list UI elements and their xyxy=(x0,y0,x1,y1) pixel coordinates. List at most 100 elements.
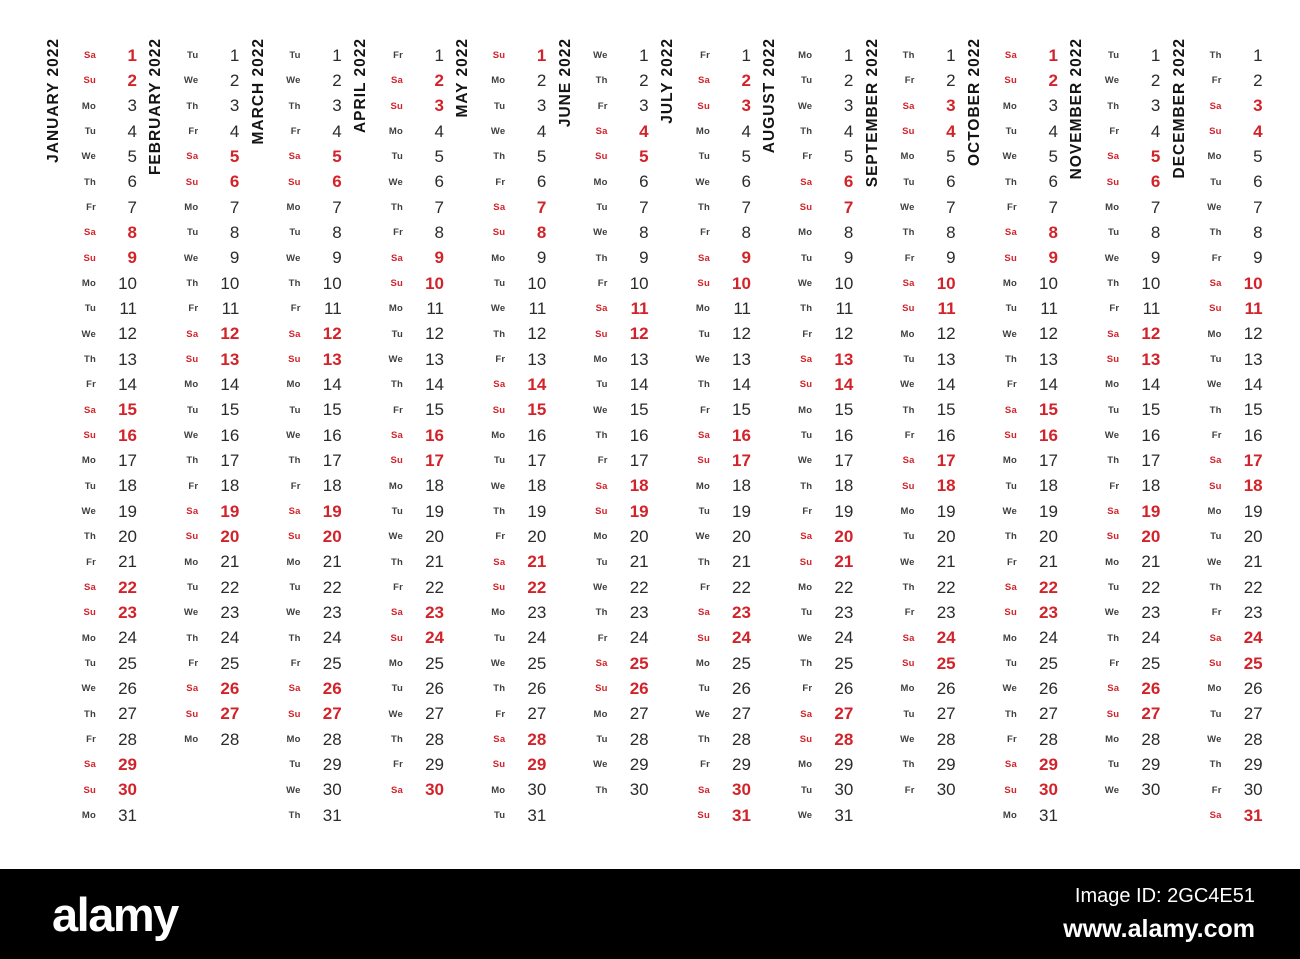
day-number: 10 xyxy=(118,273,137,293)
weekday-abbr: Th xyxy=(1004,176,1017,188)
weekday-abbr: Su xyxy=(902,126,915,138)
weekday-abbr: We xyxy=(1002,151,1017,163)
weekday-abbr: Th xyxy=(186,100,199,112)
day-number: 30 xyxy=(118,780,137,800)
weekday-abbr: Th xyxy=(1209,404,1222,416)
day-number: 8 xyxy=(1048,222,1058,242)
day-row: Th 27 xyxy=(66,702,148,727)
day-number: 13 xyxy=(527,349,547,369)
weekday-abbr: Fr xyxy=(290,303,301,315)
alamy-watermark-bar: alamy Image ID: 2GC4E51 www.alamy.com xyxy=(0,869,1300,959)
weekday-abbr: Fr xyxy=(393,50,403,62)
weekday-abbr: Mo xyxy=(388,126,403,138)
month-column-november: NOVEMBER 2022 Tu 1 We 2 Th 3 Fr 4 Sa 5 Su 6 Mo 7 Tu 8 We 9… xyxy=(1068,38,1171,828)
day-number: 16 xyxy=(629,425,649,445)
day-row: Sa 12 xyxy=(168,322,250,347)
weekday-abbr: Su xyxy=(902,658,915,670)
day-row: Sa 5 xyxy=(168,144,250,169)
day-row: Fr 13 xyxy=(475,347,557,372)
day-row: Th 30 xyxy=(578,778,660,803)
weekday-abbr: Th xyxy=(800,126,813,138)
weekday-abbr: Su xyxy=(185,708,199,720)
weekday-abbr: Fr xyxy=(802,683,813,695)
day-number: 9 xyxy=(229,248,240,268)
weekday-abbr: Tu xyxy=(391,151,403,163)
day-row: Tu 1 xyxy=(168,43,250,68)
day-number: 11 xyxy=(324,298,342,318)
day-number: 15 xyxy=(732,400,751,420)
day-number: 25 xyxy=(834,653,854,673)
weekday-abbr: Th xyxy=(595,784,608,796)
weekday-abbr: We xyxy=(1207,556,1222,568)
day-row: We 16 xyxy=(168,423,250,448)
day-number: 19 xyxy=(220,501,240,521)
weekday-abbr: Fr xyxy=(1007,202,1017,214)
day-row: Th 15 xyxy=(1192,398,1274,423)
day-number: 25 xyxy=(936,653,956,673)
weekday-abbr: Th xyxy=(390,556,403,568)
day-row: Mo 21 xyxy=(271,550,353,575)
day-number: 24 xyxy=(732,628,751,648)
weekday-abbr: Fr xyxy=(495,176,506,188)
day-row: Sa 24 xyxy=(1192,626,1274,651)
day-number: 10 xyxy=(629,273,649,293)
day-number: 2 xyxy=(1253,70,1263,90)
weekday-abbr: Tu xyxy=(596,734,608,746)
day-number: 19 xyxy=(629,501,649,521)
day-row: Su 18 xyxy=(885,474,967,499)
day-number: 1 xyxy=(127,45,137,65)
day-number: 28 xyxy=(527,729,547,749)
day-number: 3 xyxy=(536,96,547,116)
day-row: Sa 21 xyxy=(475,550,557,575)
day-row: Su 3 xyxy=(680,94,762,119)
day-row: Fr 4 xyxy=(1089,119,1171,144)
day-number: 20 xyxy=(1243,526,1263,546)
weekday-abbr: Mo xyxy=(1207,151,1222,163)
day-row: Th 18 xyxy=(782,474,864,499)
day-number: 27 xyxy=(220,704,240,724)
day-number: 17 xyxy=(527,450,547,470)
day-number: 9 xyxy=(1150,248,1161,268)
weekday-abbr: Su xyxy=(185,354,199,366)
day-number: 1 xyxy=(639,45,649,65)
weekday-abbr: Su xyxy=(288,708,301,720)
weekday-abbr: Fr xyxy=(1211,607,1222,619)
weekday-abbr: Su xyxy=(697,810,710,821)
day-number: 30 xyxy=(1243,780,1263,800)
day-number: 6 xyxy=(1253,172,1263,192)
day-row: Tu 6 xyxy=(885,170,967,195)
month-column-december: DECEMBER 2022 Th 1 Fr 2 Sa 3 Su 4 Mo 5 Tu 6 We 7 Th 8 Fr 9… xyxy=(1171,38,1274,828)
day-row: Tu 2 xyxy=(782,68,864,93)
weekday-abbr: We xyxy=(797,100,813,112)
day-row: Tu 27 xyxy=(1192,702,1274,727)
day-number: 7 xyxy=(434,197,444,217)
days-list: Sa 1 Su 2 Mo 3 Tu 4 We 5 Th 6 Fr 7 Sa 8 Su 9 Mo 10 Tu 11 We 12 T… xyxy=(66,38,148,828)
day-number: 27 xyxy=(425,704,444,724)
weekday-abbr: Th xyxy=(493,328,506,340)
day-row: Sa 5 xyxy=(271,144,353,169)
day-row: Fr 1 xyxy=(680,43,762,68)
day-row: We 11 xyxy=(475,296,557,321)
day-row: Mo 7 xyxy=(168,195,250,220)
weekday-abbr: Su xyxy=(288,176,301,188)
weekday-abbr: Fr xyxy=(188,126,199,138)
weekday-abbr: Tu xyxy=(903,354,915,366)
day-number: 16 xyxy=(1141,425,1161,445)
weekday-abbr: Tu xyxy=(187,50,199,62)
weekday-abbr: We xyxy=(797,278,813,290)
day-number: 4 xyxy=(741,121,751,141)
day-number: 4 xyxy=(1253,121,1263,141)
day-number: 26 xyxy=(834,678,854,698)
day-row: Th 24 xyxy=(1089,626,1171,651)
day-row: Mo 12 xyxy=(885,322,967,347)
day-number: 7 xyxy=(536,197,547,217)
day-number: 18 xyxy=(118,476,137,496)
day-number: 18 xyxy=(1243,476,1263,496)
day-number: 1 xyxy=(434,45,444,65)
weekday-abbr: Fr xyxy=(700,582,710,594)
day-number: 3 xyxy=(434,96,444,116)
day-row: Fr 23 xyxy=(885,600,967,625)
day-number: 8 xyxy=(536,222,547,242)
day-row: We 23 xyxy=(168,600,250,625)
day-row: Mo 27 xyxy=(578,702,660,727)
